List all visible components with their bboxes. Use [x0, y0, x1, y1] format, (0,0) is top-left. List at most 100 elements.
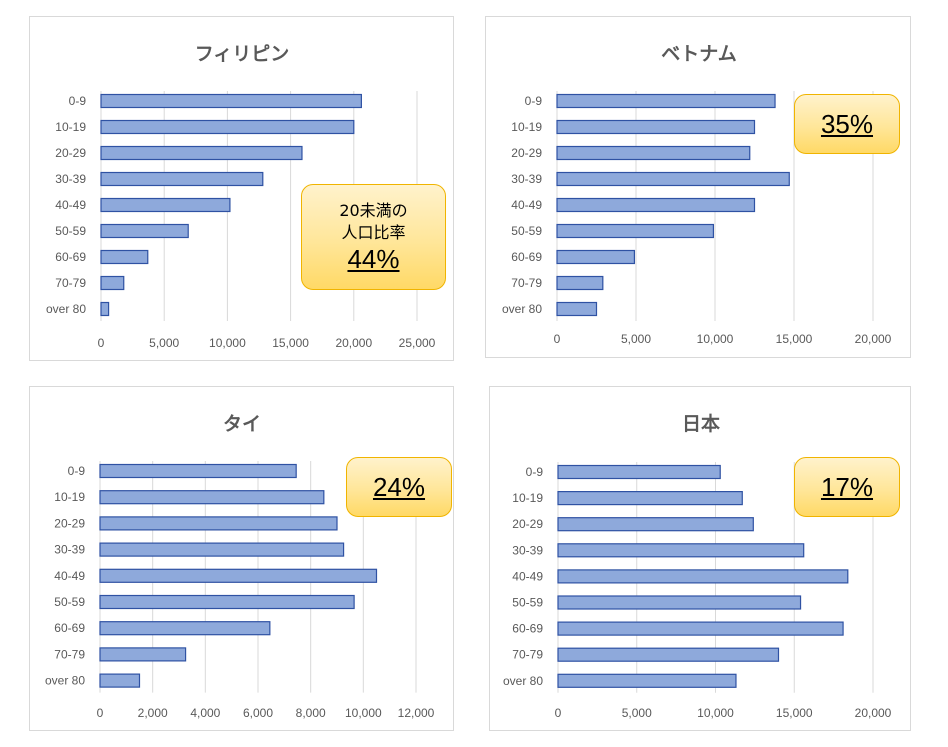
chart-title: タイ [223, 413, 261, 435]
chart-panel-vietnam: ベトナム 0 5,000 10,000 15,000 20,000 0-9 10-19 20-2… [485, 16, 911, 358]
x-tick-label: 6,000 [243, 706, 273, 720]
callout-value: 35% [820, 109, 874, 139]
x-tick-label: 10,000 [697, 332, 734, 346]
chart-panel-japan: 日本 0 5,000 10,000 15,000 20,000 0-9 10-19 20-29 3… [489, 386, 911, 731]
x-tick-label: 8,000 [296, 706, 326, 720]
bar-30-39 [556, 171, 790, 187]
category-label: over 80 [503, 674, 543, 688]
x-tick-label: 5,000 [149, 336, 179, 350]
bar-60-69 [99, 621, 271, 636]
x-tick-label: 2,000 [138, 706, 168, 720]
category-label: 40-49 [54, 569, 85, 583]
bar-60-69 [557, 621, 844, 636]
bar-70-79 [556, 275, 604, 291]
category-label: 30-39 [512, 543, 543, 557]
bar-10-19 [557, 490, 743, 506]
callout-line2: 人口比率 [341, 223, 406, 242]
category-label: 20-29 [55, 146, 86, 160]
x-tick-label: 10,000 [345, 706, 382, 720]
bar-over-80 [100, 301, 110, 317]
x-tick-label: 0 [555, 706, 562, 720]
x-tick-label: 10,000 [209, 336, 246, 350]
bar-0-9 [556, 93, 776, 109]
ratio-callout-japan: 17% [794, 457, 900, 517]
bar-40-49 [99, 568, 378, 583]
bar-0-9 [99, 463, 297, 479]
x-tick-label: 15,000 [272, 336, 309, 350]
category-label: 50-59 [55, 224, 86, 238]
category-label: 50-59 [54, 595, 85, 609]
category-label: 0-9 [68, 464, 86, 478]
bar-chart-japan: 日本 0 5,000 10,000 15,000 20,000 0-9 10-19 20-29 3… [503, 412, 892, 720]
category-label: 70-79 [54, 647, 85, 661]
bar-10-19 [99, 490, 325, 505]
category-label: 70-79 [511, 276, 542, 290]
ratio-callout-thailand: 24% [346, 457, 452, 517]
category-label: 60-69 [55, 250, 86, 264]
category-label: 0-9 [69, 94, 87, 108]
category-label: 60-69 [54, 621, 85, 635]
chart-panel-thailand: タイ 0 2,000 4,000 6,000 8,000 10,000 12,000 0-9 10… [29, 386, 454, 731]
bar-20-29 [556, 145, 751, 161]
bar-10-19 [100, 119, 355, 135]
bar-70-79 [99, 647, 187, 662]
category-label: 50-59 [511, 224, 542, 238]
category-label: 0-9 [526, 465, 544, 479]
x-tick-label: 0 [98, 336, 105, 350]
bar-50-59 [557, 595, 802, 610]
category-label: 20-29 [54, 516, 85, 530]
chart-panel-philippines: フィリピン 0 5,000 10,000 15,000 20,000 25,000 0-9 10… [29, 16, 454, 361]
bar-40-49 [557, 569, 849, 584]
category-label: 10-19 [511, 120, 542, 134]
ratio-callout-philippines: 20未満の 人口比率 44% [301, 184, 446, 290]
bar-chart-vietnam: ベトナム 0 5,000 10,000 15,000 20,000 0-9 10-19 20-2… [502, 43, 892, 346]
x-tick-label: 0 [97, 706, 104, 720]
bar-0-9 [100, 93, 362, 109]
bar-60-69 [556, 249, 636, 265]
category-label: 70-79 [55, 276, 86, 290]
bar-30-39 [100, 171, 264, 187]
category-label: 10-19 [512, 491, 543, 505]
bar-50-59 [99, 594, 355, 610]
bar-60-69 [100, 249, 149, 265]
x-tick-label: 10,000 [697, 706, 734, 720]
bar-20-29 [99, 516, 338, 531]
x-tick-label: 5,000 [622, 706, 652, 720]
category-label: over 80 [46, 302, 86, 316]
bar-chart-thailand: タイ 0 2,000 4,000 6,000 8,000 10,000 12,000 0-9 10… [45, 413, 435, 720]
bar-10-19 [556, 119, 756, 135]
category-label: 30-39 [511, 172, 542, 186]
bar-50-59 [100, 223, 189, 239]
bar-over-80 [99, 673, 141, 688]
category-label: over 80 [45, 674, 85, 688]
callout-value: 24% [372, 472, 426, 502]
bar-70-79 [557, 647, 780, 662]
chart-title: 日本 [682, 412, 720, 435]
bar-over-80 [556, 301, 598, 317]
category-label: 20-29 [511, 146, 542, 160]
bar-0-9 [557, 464, 721, 480]
x-tick-label: 20,000 [335, 336, 372, 350]
category-label: 10-19 [55, 120, 86, 134]
category-label: over 80 [502, 302, 542, 316]
category-label: 0-9 [525, 94, 543, 108]
bar-chart-philippines: フィリピン 0 5,000 10,000 15,000 20,000 25,000 0-9 10… [46, 43, 436, 350]
x-tick-label: 20,000 [855, 332, 892, 346]
category-label: 30-39 [54, 543, 85, 557]
bar-over-80 [557, 673, 737, 688]
ratio-callout-vietnam: 35% [794, 94, 900, 154]
x-tick-label: 5,000 [621, 332, 651, 346]
bar-40-49 [100, 197, 231, 213]
x-tick-label: 15,000 [776, 706, 813, 720]
bar-30-39 [557, 543, 805, 558]
callout-value: 44% [347, 244, 400, 274]
category-label: 40-49 [511, 198, 542, 212]
category-label: 10-19 [54, 490, 85, 504]
bar-70-79 [100, 275, 125, 291]
category-label: 30-39 [55, 172, 86, 186]
bar-50-59 [556, 223, 715, 239]
bar-20-29 [557, 517, 754, 532]
x-tick-label: 20,000 [855, 706, 892, 720]
category-label: 60-69 [511, 250, 542, 264]
category-label: 50-59 [512, 596, 543, 610]
